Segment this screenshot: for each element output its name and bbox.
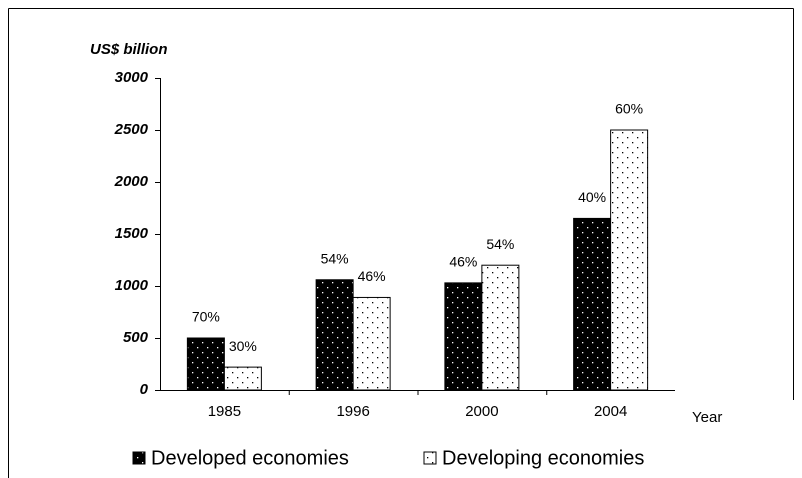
bar-label: 46% bbox=[449, 254, 477, 270]
y-tick-label: 3000 bbox=[115, 69, 149, 86]
y-tick-label: 0 bbox=[140, 381, 149, 398]
bar-label: 30% bbox=[229, 338, 257, 354]
bar-label: 40% bbox=[578, 189, 606, 205]
legend-swatch bbox=[423, 451, 437, 465]
bar bbox=[315, 279, 354, 391]
legend-label: Developing economies bbox=[442, 447, 644, 469]
x-tick-label: 2004 bbox=[594, 403, 627, 420]
y-tick-label: 500 bbox=[123, 329, 149, 346]
bar bbox=[481, 264, 520, 391]
y-tick-label: 2500 bbox=[114, 121, 149, 138]
y-tick-label: 2000 bbox=[114, 173, 149, 190]
y-tick-label: 1500 bbox=[115, 225, 149, 242]
y-tick-label: 1000 bbox=[115, 277, 149, 294]
legend-swatch bbox=[132, 451, 146, 465]
bar bbox=[223, 366, 262, 391]
bar-label: 54% bbox=[321, 250, 349, 266]
bar bbox=[573, 217, 612, 391]
bar bbox=[610, 129, 649, 391]
bar bbox=[186, 337, 225, 391]
x-tick-label: 2000 bbox=[465, 403, 498, 420]
bar-label: 54% bbox=[486, 236, 514, 252]
bar bbox=[352, 296, 391, 391]
x-tick-label: 1996 bbox=[336, 403, 369, 420]
y-axis-label: US$ billion bbox=[90, 41, 168, 58]
bar-label: 60% bbox=[615, 101, 643, 117]
bar bbox=[444, 282, 483, 391]
x-tick-label: 1985 bbox=[208, 403, 241, 420]
bar-label: 70% bbox=[192, 309, 220, 325]
bar-label: 46% bbox=[358, 268, 386, 284]
x-axis-label: Year bbox=[692, 409, 722, 426]
legend-label: Developed economies bbox=[151, 447, 349, 469]
